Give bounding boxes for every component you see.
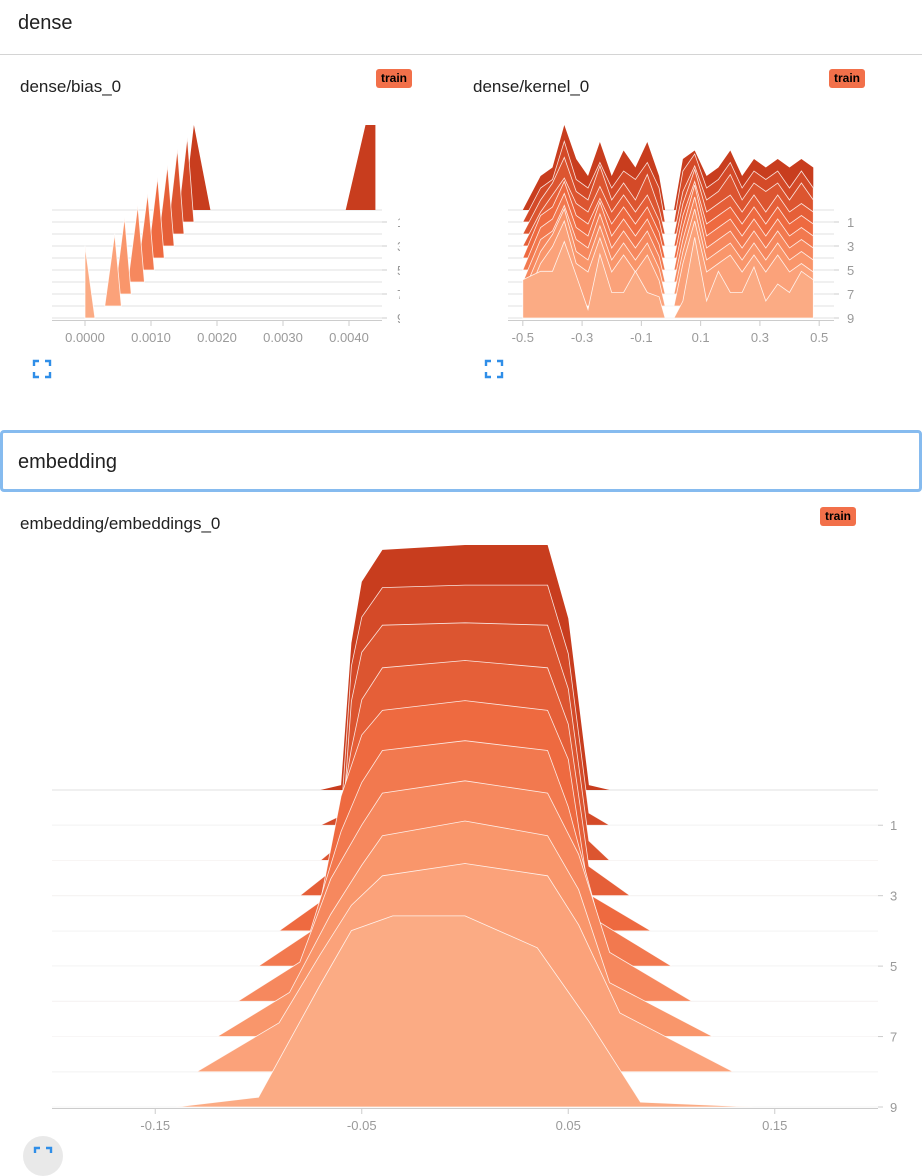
fullscreen-expand-icon[interactable] bbox=[32, 359, 52, 379]
x-tick-label: -0.3 bbox=[571, 330, 593, 345]
histogram-step-6 bbox=[127, 205, 145, 283]
step-label: 3 bbox=[890, 889, 897, 904]
x-tick-label: 0.05 bbox=[556, 1118, 581, 1133]
x-tick-label: 0.0020 bbox=[197, 330, 237, 345]
fullscreen-expand-icon[interactable] bbox=[484, 359, 504, 379]
x-tick-label: 0.0040 bbox=[329, 330, 369, 345]
step-label: 9 bbox=[890, 1100, 897, 1115]
step-label: 7 bbox=[890, 1030, 897, 1045]
x-tick-label: 0.0030 bbox=[263, 330, 303, 345]
step-label: 7 bbox=[397, 287, 400, 302]
fullscreen-expand-icon bbox=[33, 1146, 53, 1153]
section-title: embedding bbox=[18, 451, 117, 473]
histogram-chart-kernel: -0.5 -0.3 -0.1 0.1 0.3 0.5 1 3 5 7 9 bbox=[508, 125, 854, 345]
run-badge-train: train bbox=[820, 507, 857, 526]
x-tick-label: 0.5 bbox=[810, 330, 828, 345]
step-label: 3 bbox=[847, 239, 854, 254]
step-label: 1 bbox=[397, 215, 400, 230]
step-label: 9 bbox=[397, 311, 400, 326]
x-tick-label: 0.0010 bbox=[131, 330, 171, 345]
step-label: 3 bbox=[397, 239, 400, 254]
x-tick-label: 0.0000 bbox=[65, 330, 105, 345]
card-title-kernel: dense/kernel_0 bbox=[473, 77, 590, 96]
x-tick-label: -0.15 bbox=[140, 1118, 170, 1133]
card-title-bias: dense/bias_0 bbox=[20, 77, 122, 96]
run-badge-train: train bbox=[376, 69, 413, 88]
histogram-chart-embeddings: -0.15 -0.05 0.05 0.15 1 3 5 7 9 bbox=[51, 545, 897, 1133]
x-tick-label: -0.1 bbox=[630, 330, 652, 345]
section-title: dense bbox=[18, 12, 73, 34]
x-tick-label: 0.15 bbox=[762, 1118, 787, 1133]
section-header-embedding[interactable]: embedding bbox=[0, 430, 922, 492]
card-title-embeddings: embedding/embeddings_0 bbox=[20, 514, 221, 533]
step-label: 1 bbox=[847, 215, 854, 230]
histogram-step-9 bbox=[522, 237, 814, 319]
step-label: 5 bbox=[890, 959, 897, 974]
x-tick-label: 0.1 bbox=[692, 330, 710, 345]
x-tick-label: 0.3 bbox=[751, 330, 769, 345]
histogram-chart-bias: 0.0000 0.0010 0.0020 0.0030 0.0040 1 3 5 7 9 bbox=[52, 125, 400, 345]
histogram-step-0 bbox=[345, 125, 376, 210]
section-header-dense[interactable]: dense bbox=[0, 0, 922, 55]
x-tick-label: -0.05 bbox=[347, 1118, 377, 1133]
expand-button[interactable] bbox=[23, 1136, 63, 1176]
step-label: 5 bbox=[847, 263, 854, 278]
step-label: 1 bbox=[890, 818, 897, 833]
histogram-step-9 bbox=[84, 245, 96, 319]
step-label: 5 bbox=[397, 263, 400, 278]
step-label: 7 bbox=[847, 287, 854, 302]
step-label: 9 bbox=[847, 311, 854, 326]
histogram-step-9 bbox=[52, 915, 878, 1108]
histogram-step-8 bbox=[104, 233, 122, 307]
run-badge-train: train bbox=[829, 69, 866, 88]
x-tick-label: -0.5 bbox=[512, 330, 534, 345]
